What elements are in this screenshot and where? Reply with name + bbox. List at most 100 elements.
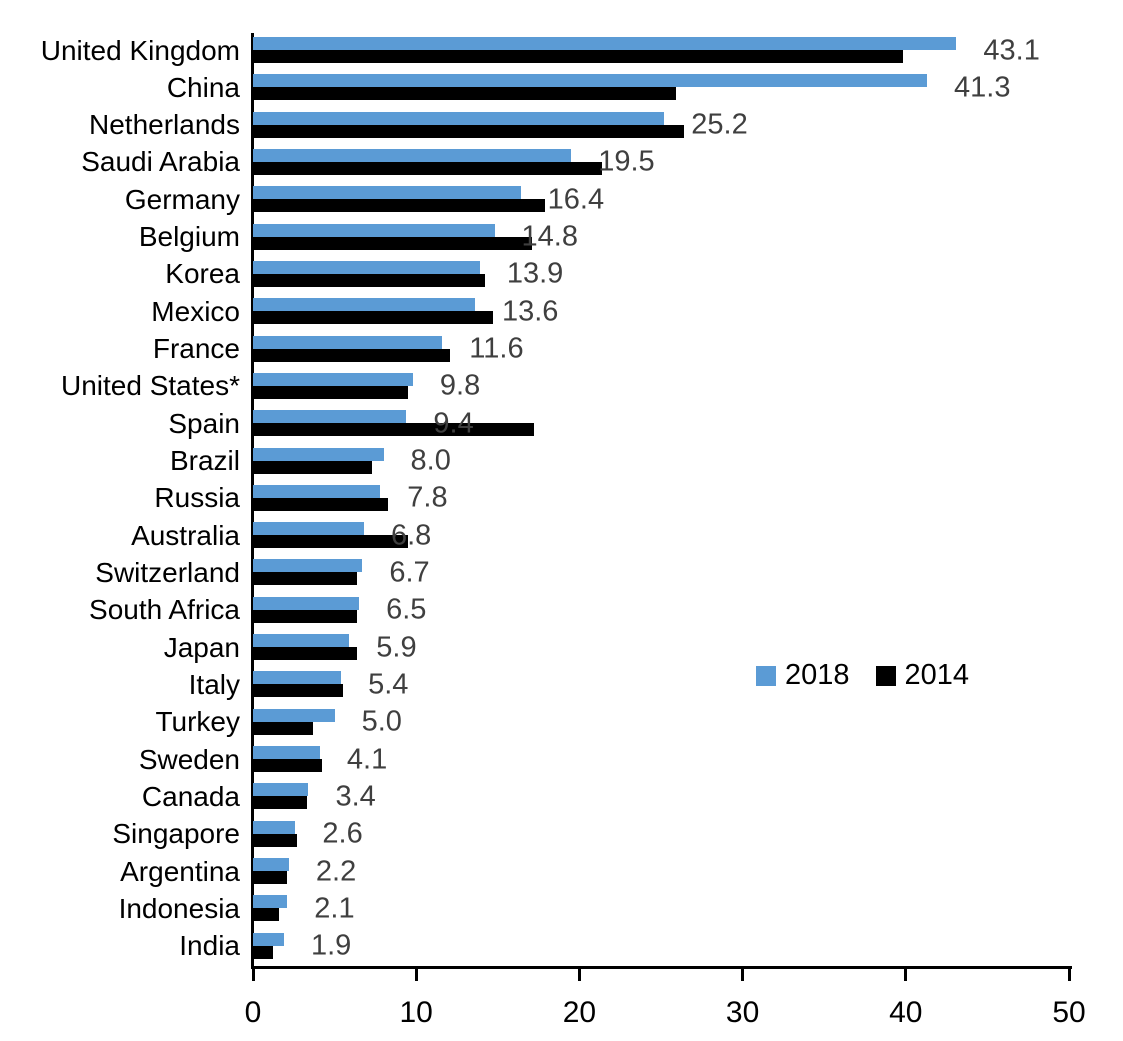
- bar-2018: [253, 186, 521, 200]
- category-label: Turkey: [155, 706, 240, 738]
- value-label: 5.9: [376, 631, 417, 664]
- bar-2018: [253, 895, 288, 909]
- value-label: 4.1: [346, 743, 388, 776]
- x-axis-tick: [1067, 969, 1071, 981]
- bar-2018: [253, 932, 284, 946]
- bar-2018: [253, 484, 381, 498]
- category-label: Brazil: [169, 445, 240, 477]
- bar-2014: [253, 348, 451, 362]
- bar-2014: [253, 572, 358, 586]
- category-label: Netherlands: [89, 109, 240, 141]
- category-label: China: [166, 71, 240, 103]
- bar-2014: [253, 871, 288, 885]
- x-axis-tick: [251, 969, 255, 981]
- category-label: Sweden: [138, 743, 240, 775]
- bar-2014: [253, 609, 358, 623]
- value-label: 14.8: [521, 220, 578, 253]
- category-label: United Kingdom: [40, 34, 240, 66]
- bar-2018: [253, 447, 384, 461]
- category-label: Japan: [163, 631, 240, 663]
- bar-2014: [253, 497, 389, 511]
- x-axis: [251, 966, 1072, 969]
- x-axis-tick: [577, 969, 581, 981]
- bar-2018: [253, 820, 296, 834]
- x-axis-tick-label: 10: [399, 996, 433, 1029]
- value-label: 19.5: [598, 145, 655, 178]
- bar-2018: [253, 522, 364, 536]
- bar-2018: [253, 596, 360, 610]
- x-axis-tick-label: 20: [562, 996, 597, 1029]
- bar-2014: [253, 721, 314, 735]
- category-label: Italy: [188, 668, 240, 700]
- x-axis-tick-label: 0: [244, 996, 262, 1029]
- bar-2018: [253, 335, 443, 349]
- x-axis-tick-label: 30: [725, 996, 760, 1029]
- value-label: 1.9: [311, 929, 352, 962]
- category-label: United States*: [61, 370, 240, 402]
- category-label: Belgium: [138, 221, 240, 253]
- bar-2014: [253, 199, 546, 213]
- category-label: France: [152, 333, 240, 365]
- category-label: South Africa: [89, 594, 240, 626]
- x-axis-tick-label: 40: [889, 996, 923, 1029]
- category-label: Argentina: [120, 855, 240, 887]
- bar-2014: [253, 759, 322, 773]
- value-label: 5.0: [361, 705, 402, 738]
- category-label: India: [179, 930, 240, 962]
- value-label: 13.6: [501, 295, 559, 328]
- legend-swatch-2014: [875, 665, 896, 686]
- bar-2014: [253, 684, 343, 698]
- bar-2014: [253, 236, 533, 250]
- bar-2018: [253, 708, 335, 722]
- bar-2014: [253, 908, 280, 922]
- category-label: Mexico: [151, 295, 240, 327]
- value-label: 2.6: [322, 817, 363, 850]
- value-label: 3.4: [335, 780, 376, 813]
- bar-2018: [253, 410, 407, 424]
- value-label: 41.3: [954, 71, 1011, 104]
- y-axis: [251, 33, 254, 969]
- bar-2014: [253, 50, 903, 63]
- value-label: 6.8: [390, 519, 432, 552]
- bar-2018: [253, 671, 342, 685]
- bar-2014: [253, 161, 603, 175]
- bar-2018: [253, 148, 572, 162]
- value-label: 2.2: [315, 855, 357, 888]
- bar-2018: [253, 37, 957, 50]
- bar-2018: [253, 298, 475, 312]
- bar-2014: [253, 423, 534, 437]
- category-label: Singapore: [112, 818, 240, 850]
- category-label: Saudi Arabia: [81, 146, 240, 178]
- category-label: Australia: [131, 519, 240, 551]
- value-label: 9.4: [433, 407, 474, 440]
- x-axis-tick: [904, 969, 908, 981]
- category-label: Switzerland: [95, 556, 240, 588]
- bar-2018: [253, 372, 413, 386]
- value-label: 6.7: [389, 556, 430, 589]
- bar-2014: [253, 796, 307, 810]
- value-label: 25.2: [691, 108, 748, 141]
- bar-2018: [253, 111, 665, 125]
- legend-label-2018: 2018: [785, 659, 850, 691]
- bar-2018: [253, 858, 289, 872]
- value-label: 5.4: [368, 668, 409, 701]
- value-label: 7.8: [407, 481, 448, 514]
- bar-2018: [253, 260, 480, 274]
- bar-2018: [253, 74, 928, 88]
- category-label: Germany: [124, 183, 240, 215]
- category-label: Spain: [168, 407, 240, 439]
- value-label: 2.1: [314, 892, 355, 925]
- value-label: 6.5: [386, 593, 427, 626]
- bar-2014: [253, 385, 409, 399]
- bar-2014: [253, 945, 273, 959]
- bar-2014: [253, 87, 676, 101]
- legend-swatch-2018: [756, 665, 776, 686]
- bar-2018: [253, 746, 320, 760]
- value-label: 8.0: [410, 444, 451, 477]
- category-label: Korea: [165, 258, 240, 290]
- category-label: Indonesia: [118, 892, 240, 924]
- bar-2014: [253, 535, 409, 549]
- legend: 2018 2014: [756, 659, 969, 692]
- value-label: 13.9: [506, 257, 564, 290]
